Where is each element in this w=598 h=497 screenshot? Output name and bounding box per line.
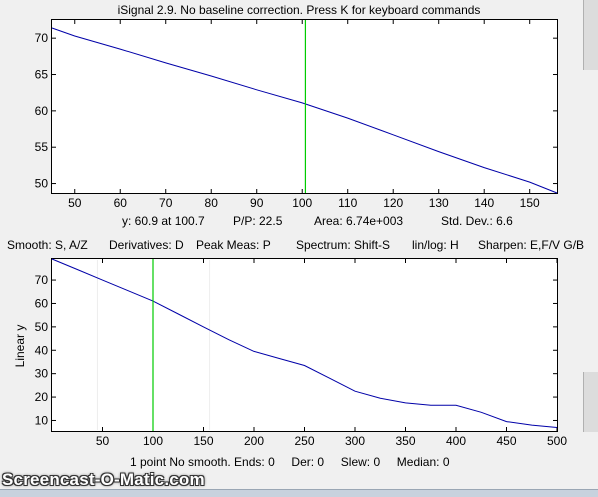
top-y-tick-label: 50 <box>35 177 49 191</box>
bottom-x-tick-label: 450 <box>496 434 516 448</box>
top-x-tick-label: 120 <box>383 196 403 210</box>
bottom-x-tick-label: 250 <box>294 434 314 448</box>
top-signal-trace <box>51 27 558 194</box>
bottom-signal-trace <box>51 258 558 428</box>
bottom-y-tick-label: 10 <box>35 413 49 427</box>
top-x-tick-label: 110 <box>338 196 357 210</box>
window-title: iSignal 2.9. No baseline correction. Pre… <box>117 3 481 17</box>
processing-status: 1 point No smooth. Ends: 0 Der: 0 Slew: … <box>130 455 450 469</box>
bottom-y-axis-label: Linear y <box>13 324 27 368</box>
peak-measure-command-hint: Peak Meas: P <box>196 238 271 252</box>
bottom-y-tick-label: 70 <box>35 273 49 287</box>
top-x-tick-label: 150 <box>520 196 540 210</box>
peak-to-peak-readout: P/P: 22.5 <box>233 214 283 228</box>
top-y-tick-label: 65 <box>35 68 49 82</box>
bottom-x-tick-label: 350 <box>395 434 415 448</box>
top-x-tick-label: 80 <box>205 196 219 210</box>
spectrum-command-hint: Spectrum: Shift-S <box>296 238 391 252</box>
bottom-y-tick-label: 20 <box>35 390 49 404</box>
bottom-x-tick-label: 300 <box>345 434 365 448</box>
bottom-full-signal-plot[interactable]: 50 100 150 200 250 300 350 400 450 500 10 20 30 40 50 6… <box>0 0 598 470</box>
top-signal-plot[interactable]: 50 60 70 80 90 100 110 120 130 140 150 50 55 60 65 70 <box>0 0 598 215</box>
taskbar-strip <box>0 489 598 497</box>
bottom-y-tick-label: 50 <box>35 320 49 334</box>
top-x-tick-label: 60 <box>114 196 128 210</box>
bottom-x-tick-label: 100 <box>143 434 163 448</box>
bottom-plot-tick-labels: 50 100 150 200 250 300 350 400 450 500 10 20 30 40 50 6… <box>35 273 568 448</box>
bottom-y-tick-label: 40 <box>35 343 49 357</box>
top-x-tick-label: 100 <box>292 196 312 210</box>
top-x-tick-label: 50 <box>68 196 82 210</box>
bottom-x-tick-label: 400 <box>446 434 466 448</box>
bottom-plot-area[interactable] <box>51 258 558 432</box>
lin-log-command-hint: lin/log: H <box>412 238 459 252</box>
smooth-command-hint: Smooth: S, A/Z <box>7 238 88 252</box>
sharpen-command-hint: Sharpen: E,F/V G/B <box>478 238 585 252</box>
bottom-x-tick-label: 150 <box>193 434 213 448</box>
derivatives-command-hint: Derivatives: D <box>109 238 184 252</box>
top-x-tick-label: 90 <box>250 196 264 210</box>
top-y-tick-label: 55 <box>35 140 49 154</box>
bottom-y-tick-label: 30 <box>35 367 49 381</box>
top-x-tick-label: 140 <box>474 196 494 210</box>
top-x-tick-label: 130 <box>429 196 449 210</box>
top-y-tick-label: 70 <box>35 31 49 45</box>
zoom-region-markers <box>96 260 211 430</box>
screencast-watermark: Screencast-O-Matic.com <box>2 470 205 489</box>
y-readout: y: 60.9 at 100.7 <box>122 214 205 228</box>
top-plot-tick-labels: 50 60 70 80 90 100 110 120 130 140 150 50 55 60 65 70 <box>35 31 540 210</box>
bottom-x-tick-label: 200 <box>244 434 264 448</box>
right-scrollbar-lower[interactable] <box>583 372 598 432</box>
area-readout: Area: 6.74e+003 <box>314 214 404 228</box>
bottom-y-tick-label: 60 <box>35 296 49 310</box>
bottom-x-tick-label: 500 <box>547 434 567 448</box>
top-plot-area[interactable] <box>51 19 558 194</box>
bottom-x-tick-label: 50 <box>96 434 110 448</box>
top-x-tick-label: 70 <box>159 196 173 210</box>
top-plot-ticks <box>52 20 557 193</box>
right-scrollbar[interactable] <box>583 0 598 70</box>
std-dev-readout: Std. Dev.: 6.6 <box>441 214 513 228</box>
top-y-tick-label: 60 <box>35 104 49 118</box>
